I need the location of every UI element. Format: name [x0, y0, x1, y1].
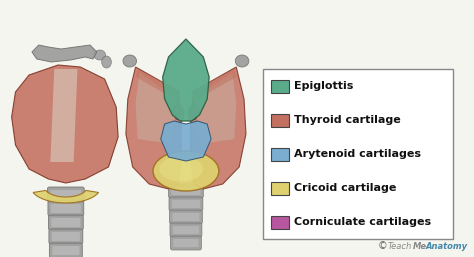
Polygon shape: [33, 190, 99, 203]
FancyBboxPatch shape: [48, 201, 84, 216]
FancyBboxPatch shape: [51, 204, 81, 213]
Ellipse shape: [94, 50, 106, 60]
FancyBboxPatch shape: [171, 236, 201, 250]
Ellipse shape: [123, 55, 137, 67]
Text: Epiglottis: Epiglottis: [294, 81, 354, 91]
Polygon shape: [188, 105, 200, 121]
Polygon shape: [126, 67, 181, 189]
FancyBboxPatch shape: [168, 184, 203, 198]
FancyBboxPatch shape: [172, 200, 200, 208]
Text: Thyroid cartilage: Thyroid cartilage: [294, 115, 401, 125]
Ellipse shape: [153, 151, 219, 191]
Polygon shape: [32, 45, 97, 62]
Polygon shape: [50, 69, 77, 162]
FancyBboxPatch shape: [173, 226, 199, 234]
Polygon shape: [163, 39, 209, 121]
FancyBboxPatch shape: [169, 197, 203, 211]
Polygon shape: [136, 73, 176, 144]
FancyBboxPatch shape: [52, 246, 80, 255]
Polygon shape: [173, 105, 184, 121]
FancyBboxPatch shape: [50, 190, 82, 199]
FancyBboxPatch shape: [173, 239, 199, 247]
Polygon shape: [196, 73, 236, 144]
FancyBboxPatch shape: [271, 148, 289, 161]
FancyBboxPatch shape: [52, 232, 80, 241]
Text: ©: ©: [378, 241, 387, 251]
Text: Anatomy: Anatomy: [425, 242, 467, 251]
Ellipse shape: [159, 157, 203, 181]
Text: Teach: Teach: [387, 242, 411, 251]
Polygon shape: [12, 65, 118, 183]
Polygon shape: [192, 69, 236, 101]
FancyBboxPatch shape: [49, 243, 82, 257]
Polygon shape: [191, 67, 246, 189]
FancyBboxPatch shape: [173, 213, 200, 221]
FancyBboxPatch shape: [271, 181, 289, 195]
Polygon shape: [161, 121, 211, 161]
FancyBboxPatch shape: [264, 69, 453, 239]
FancyBboxPatch shape: [172, 187, 201, 195]
FancyBboxPatch shape: [48, 215, 83, 230]
Polygon shape: [136, 69, 180, 101]
FancyBboxPatch shape: [170, 223, 202, 237]
FancyBboxPatch shape: [49, 229, 83, 244]
FancyBboxPatch shape: [271, 79, 289, 93]
FancyBboxPatch shape: [271, 114, 289, 126]
Text: Arytenoid cartilages: Arytenoid cartilages: [294, 149, 421, 159]
Text: Me: Me: [412, 242, 427, 251]
Text: Cricoid cartilage: Cricoid cartilage: [294, 183, 397, 193]
FancyBboxPatch shape: [170, 210, 202, 224]
FancyBboxPatch shape: [271, 216, 289, 228]
Ellipse shape: [235, 55, 249, 67]
Ellipse shape: [102, 56, 111, 68]
FancyBboxPatch shape: [47, 187, 84, 202]
Text: Corniculate cartilages: Corniculate cartilages: [294, 217, 431, 227]
FancyBboxPatch shape: [51, 218, 81, 227]
